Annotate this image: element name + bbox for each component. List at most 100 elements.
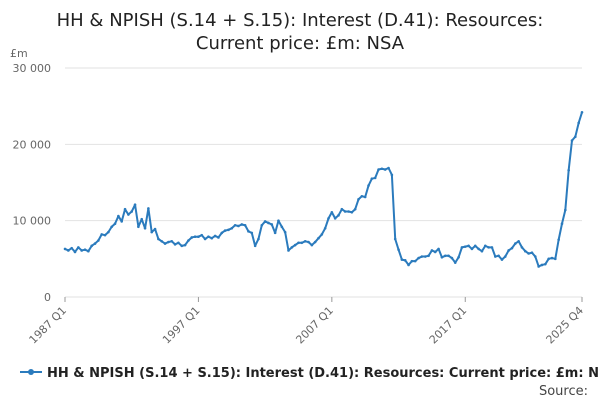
data-point[interactable] [87,249,90,253]
data-point[interactable] [557,238,560,242]
data-point[interactable] [223,229,227,232]
data-point[interactable] [313,240,317,244]
data-point[interactable] [330,210,334,214]
data-point[interactable] [357,197,360,201]
data-point[interactable] [187,239,190,242]
data-point[interactable] [150,230,154,234]
data-point[interactable] [527,252,530,255]
data-point[interactable] [510,246,514,250]
data-point[interactable] [367,184,370,187]
data-point[interactable] [383,168,387,171]
data-point[interactable] [307,240,310,244]
data-point[interactable] [293,243,297,247]
data-point[interactable] [517,239,520,243]
data-point[interactable] [537,265,540,268]
data-point[interactable] [97,239,100,242]
data-point[interactable] [440,256,444,259]
data-point[interactable] [133,203,137,206]
data-point[interactable] [550,256,554,260]
data-point[interactable] [147,207,150,210]
data-point[interactable] [500,258,504,261]
data-point[interactable] [173,243,177,246]
data-point[interactable] [167,240,170,244]
data-point[interactable] [170,239,174,243]
data-point[interactable] [190,236,194,239]
data-point[interactable] [127,213,130,216]
data-point[interactable] [433,250,437,254]
data-point[interactable] [554,257,557,261]
data-point[interactable] [103,233,107,237]
data-point[interactable] [320,233,324,236]
data-point[interactable] [370,177,374,180]
data-point[interactable] [540,263,544,267]
data-point[interactable] [493,255,497,258]
data-point[interactable] [160,239,164,243]
data-point[interactable] [483,244,487,248]
data-point[interactable] [580,110,584,114]
data-point[interactable] [217,236,220,239]
data-point[interactable] [487,246,490,249]
data-point[interactable] [363,195,367,199]
data-point[interactable] [337,214,340,217]
data-point[interactable] [507,249,510,252]
data-point[interactable] [570,139,574,142]
data-point[interactable] [480,249,484,253]
data-point[interactable] [310,243,314,247]
data-point[interactable] [137,225,140,229]
data-point[interactable] [213,234,217,238]
data-point[interactable] [437,247,440,251]
data-point[interactable] [377,168,380,171]
data-point[interactable] [273,231,277,235]
data-point[interactable] [333,217,337,220]
data-point[interactable] [243,223,247,227]
data-point[interactable] [267,221,270,225]
data-point[interactable] [100,233,103,236]
data-point[interactable] [327,217,330,220]
data-point[interactable] [237,224,240,228]
data-point[interactable] [183,243,187,247]
data-point[interactable] [574,135,577,138]
data-point[interactable] [360,194,364,198]
data-point[interactable] [120,220,123,223]
data-point[interactable] [457,256,460,259]
data-point[interactable] [447,254,450,258]
data-point[interactable] [277,219,280,222]
data-point[interactable] [177,241,180,245]
data-point[interactable] [93,242,97,245]
data-point[interactable] [400,258,404,261]
data-point[interactable] [287,249,290,252]
data-point[interactable] [77,246,80,249]
data-point[interactable] [460,246,464,249]
data-point[interactable] [80,249,83,252]
data-point[interactable] [123,207,127,211]
data-point[interactable] [407,263,410,267]
data-point[interactable] [497,254,500,258]
data-point[interactable] [220,231,224,235]
data-point[interactable] [393,237,397,241]
data-point[interactable] [270,223,274,226]
data-point[interactable] [247,230,250,233]
data-point[interactable] [280,225,284,229]
data-point[interactable] [477,247,480,251]
data-point[interactable] [253,244,257,248]
data-point[interactable] [70,246,73,250]
data-point[interactable] [250,231,254,235]
data-point[interactable] [577,121,580,125]
data-point[interactable] [140,217,144,221]
data-point[interactable] [107,230,110,234]
data-point[interactable] [473,244,477,248]
data-point[interactable] [343,210,347,213]
data-point[interactable] [420,255,424,258]
data-point[interactable] [524,249,527,253]
data-point[interactable] [443,254,447,258]
data-point[interactable] [230,227,234,230]
data-point[interactable] [90,244,93,248]
data-point[interactable] [163,242,167,245]
data-point[interactable] [203,237,207,241]
data-point[interactable] [263,220,267,223]
data-point[interactable] [317,236,320,240]
data-point[interactable] [530,251,534,255]
data-point[interactable] [340,207,344,211]
data-point[interactable] [390,173,394,177]
data-point[interactable] [450,256,454,260]
